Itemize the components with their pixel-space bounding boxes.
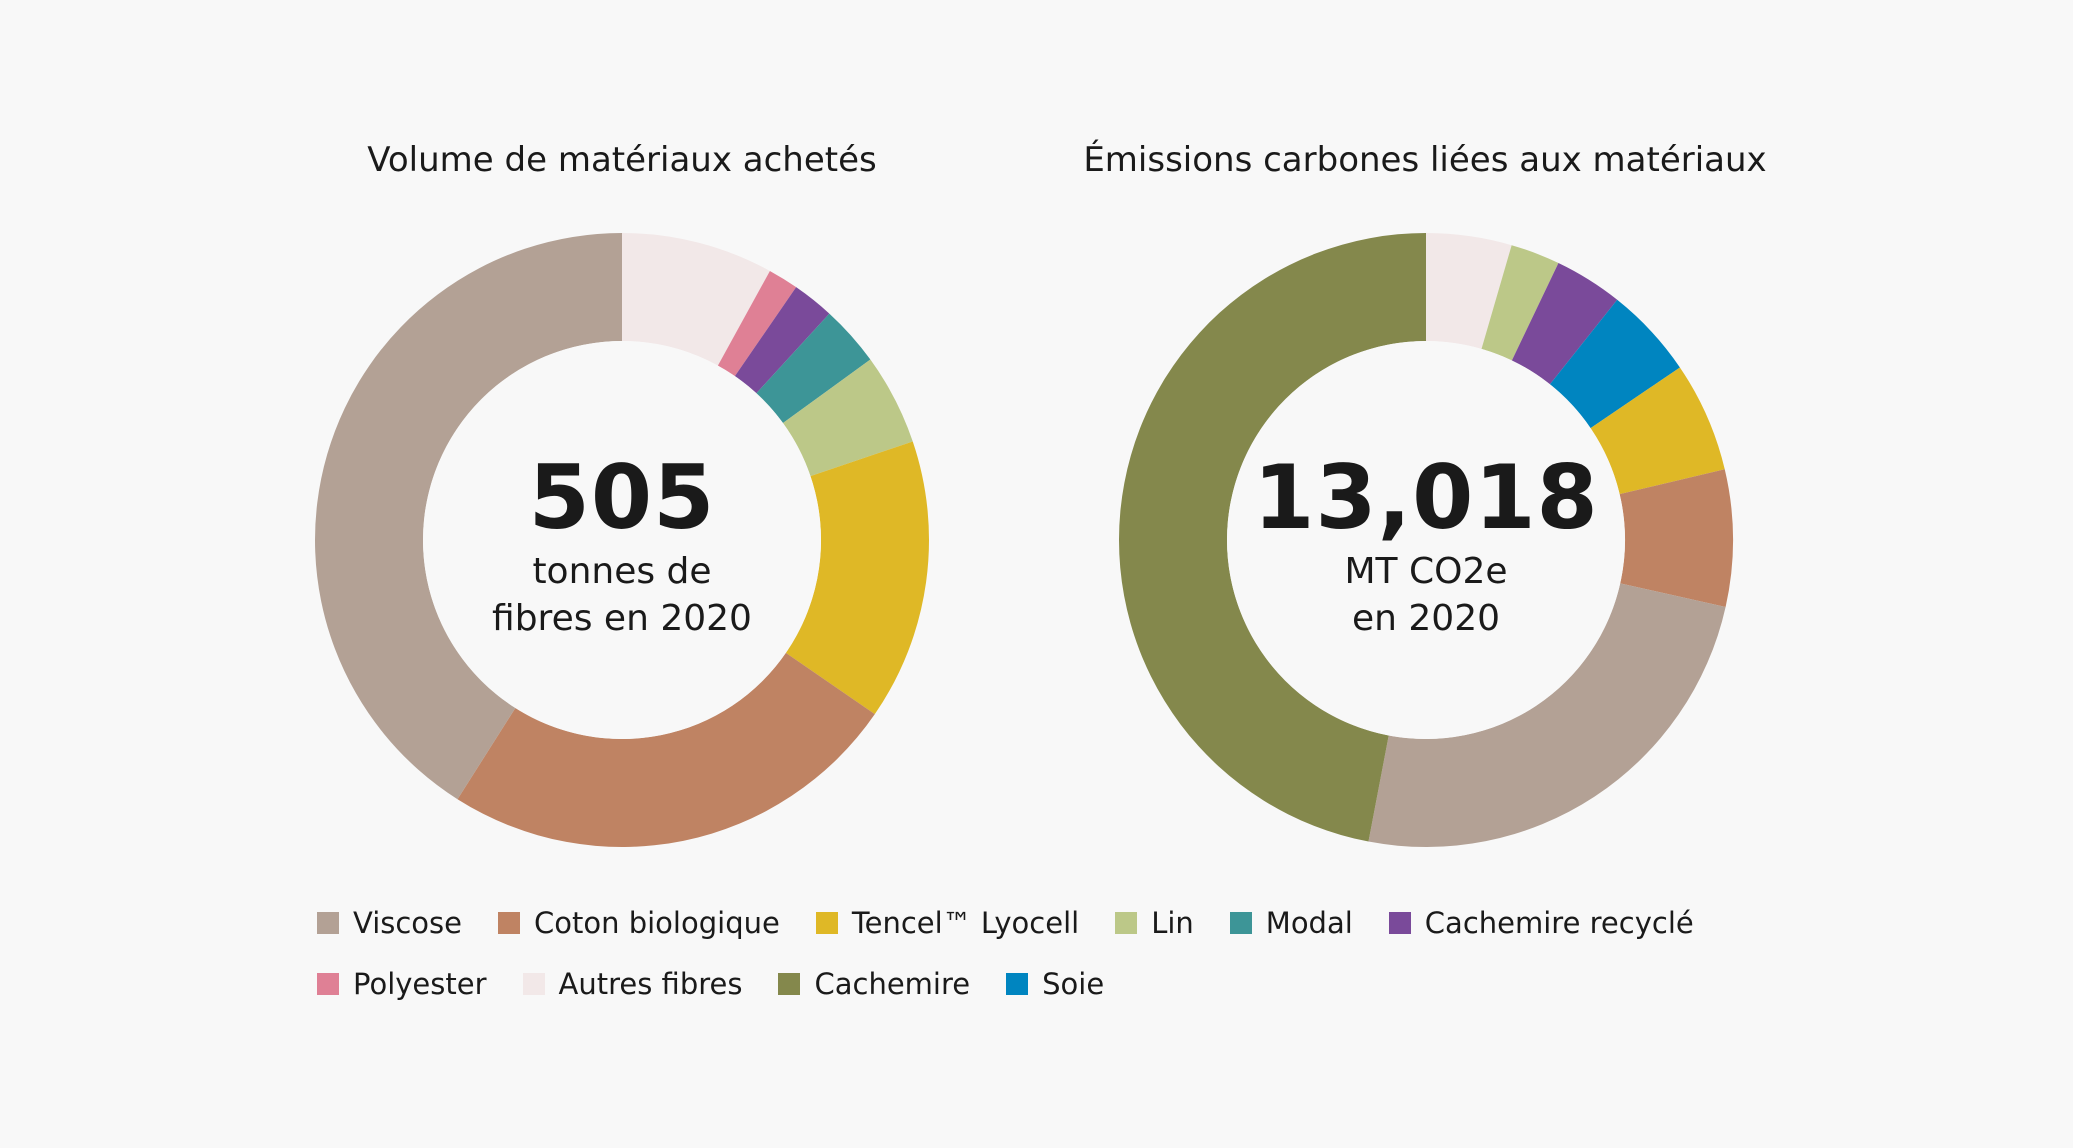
center-label-line-2: fibres en 2020: [492, 598, 752, 639]
center-label-line-2: en 2020: [1351, 598, 1501, 639]
donut-slice-soie: [1549, 299, 1680, 429]
donut-slice-cachemire-recycle: [734, 287, 830, 394]
legend-label: Autres fibres: [558, 967, 743, 1001]
legend-swatch: [1006, 973, 1029, 995]
legend-item-coton-biologique: Coton biologique: [498, 906, 780, 940]
donut-slice-tencel-lyocell: [785, 441, 930, 715]
chart-title-emissions: Émissions carbones liées aux matériaux: [1083, 140, 1767, 180]
legend-swatch: [317, 912, 339, 934]
donut-hole: [1227, 341, 1625, 739]
donut-center-volume: 505 tonnes de fibres en 2020: [412, 448, 832, 642]
donut-slice-viscose: [315, 233, 622, 800]
legend-item-viscose: Viscose: [317, 906, 462, 940]
legend-label: Soie: [1042, 967, 1105, 1001]
donut-slice-polyester: [717, 270, 797, 377]
legend-item-modal: Modal: [1229, 906, 1353, 940]
donut-slice-coton-biologique: [457, 652, 875, 847]
donut-slice-modal: [756, 313, 871, 424]
legend-swatch: [1229, 912, 1252, 934]
legend-item-cachemire: Cachemire: [778, 967, 970, 1001]
donut-slice-autres-fibres: [1426, 233, 1512, 349]
center-value: 505: [528, 446, 716, 549]
center-label-line-1: MT CO2e: [1344, 551, 1508, 592]
donut-slice-cachemire-recycle: [1511, 263, 1618, 385]
legend-row-1: Viscose Coton biologique Tencel™ Lyocell Li…: [317, 906, 1694, 940]
center-label-line-1: tonnes de: [532, 551, 712, 592]
legend-swatch: [317, 973, 339, 995]
legend-item-tencel-lyocell: Tencel™ Lyocell: [815, 906, 1080, 940]
donut-slice-coton-biologique: [1619, 469, 1733, 607]
legend-item-cachemire-recycle: Cachemire recyclé: [1388, 906, 1694, 940]
legend-label: Lin: [1151, 906, 1194, 940]
legend-swatch: [522, 973, 545, 995]
legend-swatch: [1388, 912, 1411, 934]
donut-chart-volume: [315, 233, 930, 847]
donut-center-emissions: 13,018 MT CO2e en 2020: [1216, 448, 1636, 642]
legend-label: Modal: [1265, 906, 1353, 940]
legend-label: Cachemire recyclé: [1424, 906, 1694, 940]
donut-slice-viscose: [1368, 583, 1726, 847]
legend-label: Viscose: [353, 906, 463, 940]
legend-item-autres-fibres: Autres fibres: [522, 967, 743, 1001]
donut-slice-lin: [1481, 245, 1559, 361]
legend-swatch: [498, 912, 521, 934]
donut-slice-autres-fibres: [622, 233, 770, 366]
legend-item-soie: Soie: [1006, 967, 1104, 1001]
legend-label: Polyester: [353, 967, 487, 1001]
chart-title-volume: Volume de matériaux achetés: [367, 140, 877, 180]
legend-label: Coton biologique: [534, 906, 780, 940]
legend-swatch: [1115, 912, 1138, 934]
legend-item-polyester: Polyester: [317, 967, 487, 1001]
legend-swatch: [778, 973, 801, 995]
legend-item-lin: Lin: [1115, 906, 1194, 940]
legend-label: Cachemire: [814, 967, 971, 1001]
donut-hole: [423, 341, 821, 739]
legend-swatch: [815, 912, 838, 934]
legend-label: Tencel™ Lyocell: [851, 906, 1080, 940]
donut-chart-emissions: [1119, 233, 1733, 847]
donut-slice-tencel-lyocell: [1590, 367, 1725, 495]
donut-slice-cachemire: [1119, 233, 1426, 842]
legend-row-2: Polyester Autres fibres Cachemire Soie: [317, 967, 1104, 1001]
center-value: 13,018: [1253, 446, 1599, 549]
donut-slice-lin: [782, 359, 913, 477]
